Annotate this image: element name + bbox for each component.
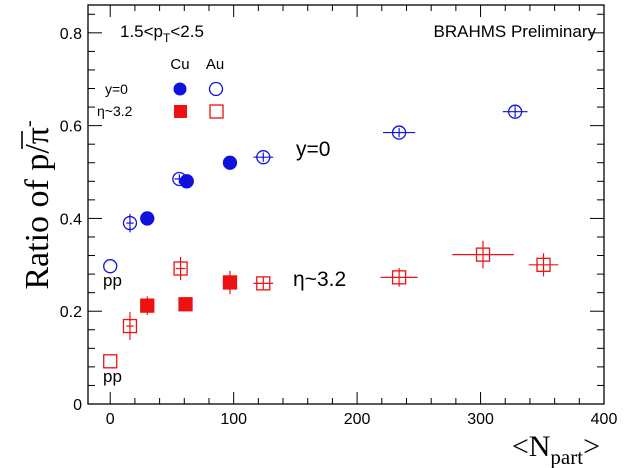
legend-col-au: Au <box>206 56 224 73</box>
data-point <box>475 247 491 262</box>
axis-tick-labels: 0 100 200 300 400 0 0.2 0.4 0.6 0.8 <box>60 26 618 428</box>
legend-marker-cu-eta <box>174 105 187 118</box>
x-tick-label: 0 <box>106 411 115 428</box>
annotation-pp-eta: pp <box>103 367 122 386</box>
y-tick-label: 0 <box>73 397 82 414</box>
y-tick-label: 0.2 <box>60 304 82 321</box>
legend-marker-cu-y0 <box>173 82 187 96</box>
data-point <box>140 211 155 226</box>
legend-row-eta: η~3.2 <box>97 103 133 119</box>
legend: Cu Au y=0 η~3.2 <box>97 56 224 119</box>
legend-marker-au-y0 <box>208 81 224 97</box>
x-tick-label: 400 <box>591 411 618 428</box>
annotation-pp-y0: pp <box>103 271 122 290</box>
data-point <box>507 104 523 119</box>
axis-ticks <box>88 5 605 405</box>
svg-text:Ratio of p/π-: Ratio of p/π- <box>18 120 56 289</box>
x-tick-label: 200 <box>344 411 371 428</box>
y-tick-label: 0.8 <box>60 26 82 43</box>
data-point <box>122 318 138 334</box>
data-markers <box>103 104 559 369</box>
data-point <box>172 171 187 187</box>
annotation-eta: η~3.2 <box>293 268 346 291</box>
annotation-y0: y=0 <box>296 138 330 161</box>
y-tick-label: 0.6 <box>60 119 82 136</box>
data-point <box>103 354 118 369</box>
data-point <box>256 150 271 165</box>
data-point <box>103 259 118 274</box>
data-point <box>256 276 271 291</box>
x-tick-label: 300 <box>467 411 494 428</box>
plot-frame <box>87 4 605 405</box>
data-point <box>536 257 551 272</box>
data-point <box>391 270 407 285</box>
data-point <box>173 261 188 276</box>
data-point <box>178 297 193 312</box>
y-tick-label: 0.4 <box>60 211 82 228</box>
data-point <box>140 298 155 313</box>
legend-marker-au-eta <box>209 104 224 119</box>
data-point <box>222 275 238 290</box>
x-tick-label: 100 <box>220 411 247 428</box>
legend-col-cu: Cu <box>170 56 189 73</box>
data-point <box>179 174 194 189</box>
x-axis-title: <Npart> <box>512 430 600 468</box>
cut-label: 1.5<pT<2.5 <box>120 22 204 45</box>
data-point <box>122 215 138 231</box>
experiment-label: BRAHMS Preliminary <box>434 22 597 41</box>
data-point <box>391 125 407 140</box>
y-axis-title: Ratio of p/π- <box>18 120 56 289</box>
data-point <box>222 155 238 170</box>
legend-row-y0: y=0 <box>105 81 128 97</box>
